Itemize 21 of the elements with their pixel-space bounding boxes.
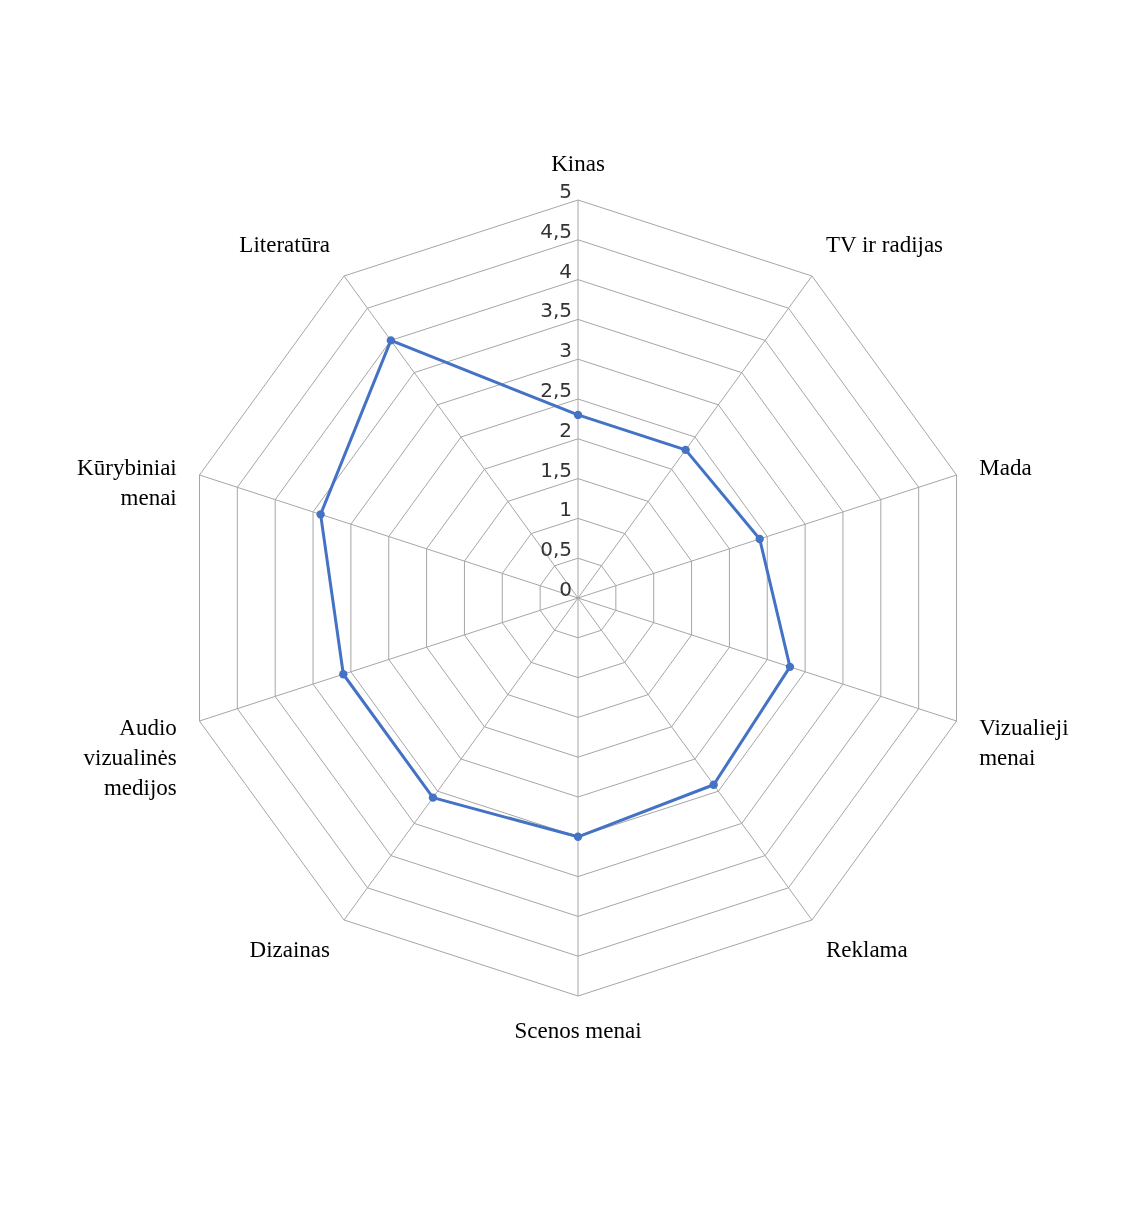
y-tick-label: 0,5 (540, 537, 572, 562)
spoke-label: Reklama (825, 937, 908, 963)
y-tick-label: 4 (559, 258, 572, 283)
spoke-label: Kinas (551, 151, 605, 177)
y-tick-label: 3 (559, 338, 572, 363)
y-tick-label: 5 (559, 179, 572, 203)
y-tick-label: 3,5 (540, 298, 572, 323)
spoke-label: Vizualieji menai (979, 715, 1069, 771)
y-tick-label: 1 (559, 497, 572, 522)
y-tick-label: 0 (559, 577, 572, 601)
y-tick-label: 2,5 (540, 378, 572, 402)
spoke-label: Scenos menai (514, 1017, 642, 1043)
spoke-label: Literatūra (239, 231, 331, 257)
y-tick-label: 4,5 (540, 218, 572, 243)
spoke-label: Mada (979, 454, 1032, 480)
y-tick-label: 1,5 (540, 457, 572, 482)
spoke-label: Audio vizualinės medijos (83, 715, 177, 801)
y-tick-label: 2 (559, 417, 572, 442)
spoke-label: Kūrybiniai menai (77, 454, 177, 510)
spoke-label: Dizainas (249, 937, 331, 963)
spoke-label: TV ir radijas (825, 231, 944, 257)
